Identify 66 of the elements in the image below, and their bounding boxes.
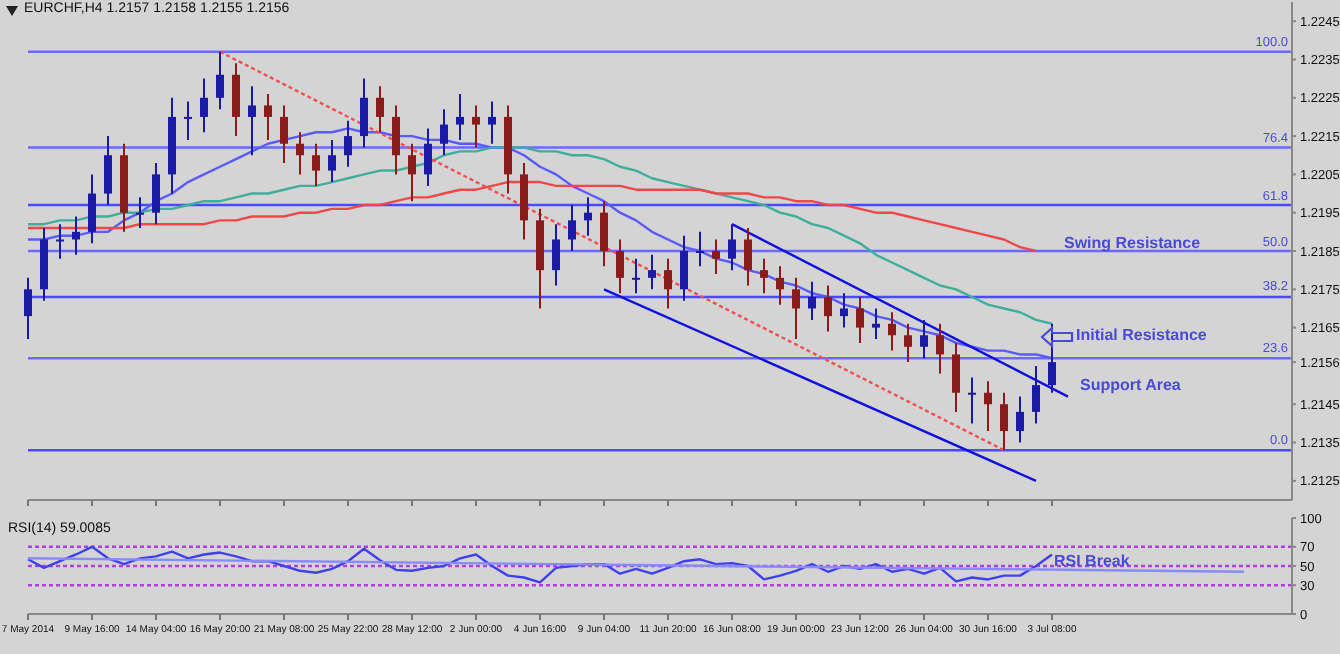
- candlestick: [152, 161, 160, 226]
- candlestick: [200, 77, 208, 134]
- candlestick: [104, 135, 112, 207]
- candlestick: [968, 376, 976, 425]
- line-series: [26, 146, 1054, 325]
- candlestick: [872, 307, 880, 341]
- candlestick: [584, 196, 592, 237]
- candlestick: [1048, 322, 1056, 394]
- candlestick: [744, 227, 752, 287]
- candlestick: [760, 257, 768, 295]
- candlestick: [88, 173, 96, 245]
- candlestick: [264, 92, 272, 141]
- candlestick: [664, 257, 672, 310]
- candlestick: [72, 215, 80, 256]
- candlestick: [296, 131, 304, 176]
- candlestick: [312, 142, 320, 187]
- annotation: Swing Resistance: [1064, 234, 1201, 252]
- candlestick: [488, 100, 496, 145]
- candlestick: [568, 204, 576, 252]
- candlestick: [456, 92, 464, 141]
- candlestick: [248, 85, 256, 157]
- candlestick: [472, 104, 480, 149]
- candlestick: [136, 196, 144, 230]
- candlestick: [824, 284, 832, 333]
- annotation: Support Area: [1080, 376, 1181, 395]
- candlestick: [696, 230, 704, 268]
- candlestick: [936, 322, 944, 375]
- candlestick: [24, 276, 32, 341]
- candlestick: [728, 223, 736, 272]
- candlestick: [680, 234, 688, 302]
- line-series: [26, 545, 1054, 584]
- candlestick: [360, 77, 368, 149]
- candlestick: [840, 292, 848, 329]
- candlestick: [376, 85, 384, 134]
- candlestick: [632, 257, 640, 295]
- candlestick: [440, 108, 448, 157]
- candlestick: [856, 295, 864, 344]
- candlestick: [232, 62, 240, 138]
- candlestick: [904, 322, 912, 364]
- candlestick: [888, 311, 896, 352]
- candlestick: [408, 142, 416, 203]
- candlestick: [1000, 391, 1008, 452]
- candlestick: [520, 161, 528, 241]
- candlestick: [808, 280, 816, 321]
- candlestick: [344, 119, 352, 168]
- candlestick: [616, 238, 624, 295]
- candlestick: [648, 253, 656, 291]
- candlestick: [600, 200, 608, 268]
- candlestick: [392, 104, 400, 176]
- candlestick: [424, 127, 432, 187]
- candlestick: [792, 276, 800, 341]
- candlestick: [920, 318, 928, 360]
- candlestick: [1016, 395, 1024, 444]
- candlestick: [1032, 364, 1040, 425]
- candlestick: [56, 223, 64, 260]
- candlestick: [328, 138, 336, 184]
- candlestick: [952, 341, 960, 413]
- candlestick: [984, 380, 992, 433]
- candlestick: [184, 100, 192, 141]
- candlestick: [280, 104, 288, 164]
- candlestick: [776, 265, 784, 306]
- candlestick: [552, 223, 560, 287]
- candlestick: [712, 238, 720, 275]
- annotation: RSI Break: [1054, 552, 1130, 570]
- candlestick: [216, 50, 224, 111]
- annotation: Initial Resistance: [1076, 326, 1207, 344]
